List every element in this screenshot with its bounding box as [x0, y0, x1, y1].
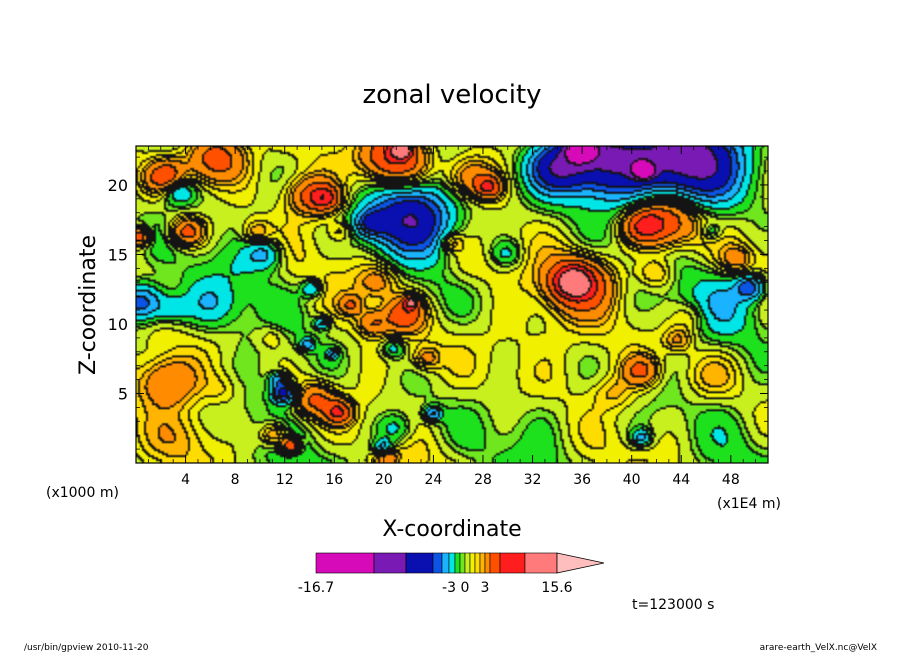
x-tick-label: 44	[672, 472, 690, 488]
colorbar-tick-label: -16.7	[298, 580, 334, 596]
y-axis-label: Z-coordinate	[76, 235, 101, 375]
colorbar-segment	[448, 552, 456, 574]
x-tick-label: 24	[424, 472, 442, 488]
y-tick-label: 15	[108, 245, 128, 264]
colorbar-segment	[489, 552, 501, 574]
plot-area	[135, 145, 769, 464]
colorbar-segment	[405, 552, 434, 574]
x-tick-label: 12	[276, 472, 294, 488]
colorbar-tick-label: 0	[461, 580, 470, 596]
x-tick-label: 20	[375, 472, 393, 488]
chart-title: zonal velocity	[362, 80, 541, 110]
y-tick-label: 10	[108, 315, 128, 334]
colorbar-segment	[441, 552, 450, 574]
x-axis: 4 8 12 16 20 24 28 32 36 40 44 48	[147, 146, 757, 488]
x-axis-label: X-coordinate	[382, 517, 521, 542]
colorbar-segment	[524, 552, 558, 574]
colorbar-tick-label: 3	[481, 580, 490, 596]
colorbar-segment	[454, 552, 461, 574]
y-tick-label: 20	[108, 176, 128, 195]
file-label: arare-earth_VelX.nc@VelX	[760, 643, 877, 653]
colorbar-tick-label: 15.6	[541, 580, 572, 596]
y-tick-label: 5	[118, 384, 128, 403]
x-tick-label: 28	[474, 472, 492, 488]
colorbar	[315, 552, 605, 574]
x-tick-label: 48	[722, 472, 740, 488]
colorbar-tick-labels: -16.7 -3 0 3 15.6	[298, 580, 573, 596]
colorbar-segment	[479, 552, 486, 574]
x-tick-label: 8	[231, 472, 240, 488]
x-tick-label: 16	[325, 472, 343, 488]
plot-frame	[135, 145, 769, 464]
x-tick-label: 32	[524, 472, 542, 488]
x-tick-label: 4	[181, 472, 190, 488]
program-label: /usr/bin/gpview 2010-11-20	[24, 643, 149, 653]
x-unit-label: (x1E4 m)	[717, 496, 781, 512]
colorbar-segment	[432, 552, 443, 574]
velocity-field	[136, 146, 768, 463]
colorbar-segment	[484, 552, 491, 574]
time-label: t=123000 s	[632, 597, 714, 613]
colorbar-segment	[459, 552, 466, 574]
x-tick-label: 40	[623, 472, 641, 488]
colorbar-segment	[315, 552, 375, 574]
colorbar-arrow	[556, 552, 605, 574]
x-tick-label: 36	[573, 472, 591, 488]
colorbar-segment	[464, 552, 471, 574]
colorbar-segment	[373, 552, 407, 574]
y-axis: 5 10 15 20	[108, 156, 768, 450]
colorbar-segment	[499, 552, 526, 574]
colorbar-segment	[474, 552, 481, 574]
colorbar-segment	[469, 552, 476, 574]
y-unit-label: (x1000 m)	[46, 485, 119, 501]
colorbar-tick-label: -3	[442, 580, 456, 596]
